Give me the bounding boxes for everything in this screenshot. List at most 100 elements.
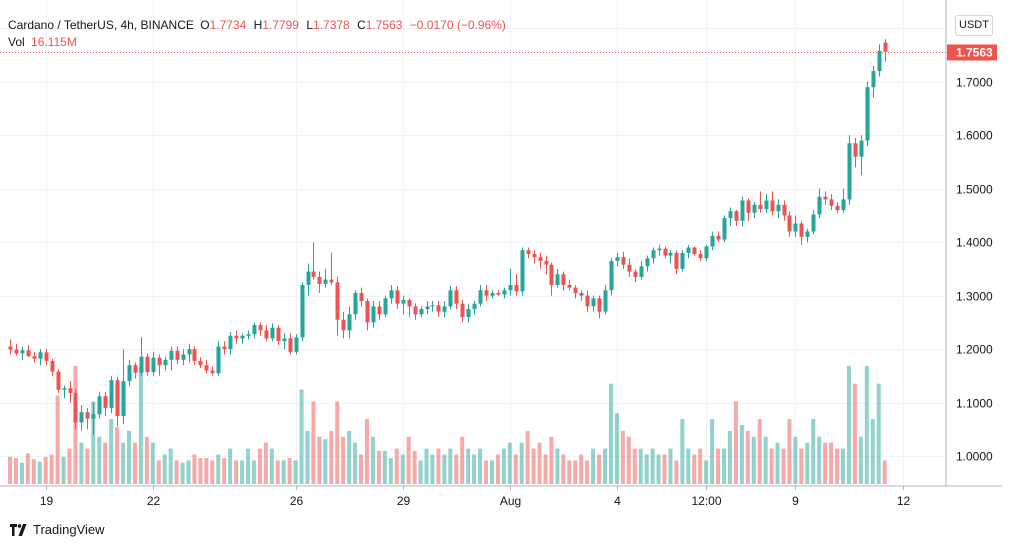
candle-body — [371, 306, 376, 323]
candle-body — [359, 292, 364, 302]
volume-bar — [745, 430, 750, 484]
volume-bars — [8, 366, 887, 484]
symbol-title[interactable]: Cardano / TetherUS, 4h, BINANCE — [8, 18, 194, 32]
candle-body — [383, 298, 388, 315]
candle — [377, 301, 382, 320]
candle-body — [323, 279, 328, 284]
candle-body — [389, 290, 394, 299]
volume-bar — [311, 401, 316, 484]
candle — [109, 375, 114, 414]
candle-body — [73, 392, 78, 423]
candle-body — [425, 306, 430, 310]
volume-bar — [299, 389, 304, 484]
candle-body — [609, 260, 614, 291]
volume-bar — [513, 454, 518, 484]
tradingview-branding[interactable]: TradingView — [10, 522, 105, 537]
candle-body — [306, 271, 311, 285]
volume-bar — [424, 448, 429, 484]
candle-body — [353, 292, 358, 315]
volume-bar — [841, 448, 845, 484]
candle — [663, 246, 668, 259]
volume-bar — [37, 461, 42, 484]
candle-body — [264, 330, 269, 339]
volume-bar — [400, 454, 405, 484]
candle — [538, 252, 543, 269]
volume-bar — [365, 419, 369, 484]
candle-body — [817, 196, 822, 215]
volume-bar — [484, 460, 488, 484]
volume-bar — [793, 436, 798, 484]
volume-bar — [138, 366, 143, 484]
candle-body — [14, 349, 19, 354]
volume-bar — [132, 442, 137, 484]
volume-bar — [49, 454, 54, 484]
axis-labels: 1.80001.70001.60001.50001.40001.30001.20… — [40, 22, 993, 509]
candle — [347, 306, 352, 339]
volume-bar — [668, 448, 673, 484]
volume-bar — [186, 460, 191, 484]
volume-bar — [430, 454, 435, 484]
candle — [282, 333, 287, 350]
candle — [835, 202, 840, 213]
candle-body — [877, 50, 882, 72]
candle — [787, 211, 792, 237]
candle — [20, 346, 25, 360]
candle-body — [407, 299, 412, 307]
volume-bar — [448, 448, 453, 484]
price-tick-label: 1.1000 — [956, 397, 993, 411]
candle-body — [657, 248, 662, 251]
candle — [306, 263, 311, 296]
candle-body — [127, 365, 132, 382]
volume-bar — [704, 460, 709, 484]
candle-body — [579, 292, 584, 296]
candle-body — [847, 143, 852, 200]
volume-bar — [305, 430, 310, 484]
volume-bar — [317, 436, 322, 484]
candle-body — [335, 282, 340, 320]
volume-bar — [763, 436, 768, 484]
candle — [14, 343, 19, 356]
candle — [478, 284, 483, 307]
candle — [26, 344, 31, 358]
candle — [877, 44, 882, 77]
candle-body — [329, 279, 334, 283]
candle-body — [317, 276, 322, 284]
candle — [621, 251, 626, 269]
candle-body — [555, 274, 560, 285]
candle-body — [234, 335, 239, 339]
candle-body — [621, 257, 626, 265]
candle-body — [740, 200, 745, 221]
candle — [413, 303, 418, 320]
candle — [240, 333, 245, 344]
volume-value: 16.115M — [31, 35, 77, 49]
candle-body — [413, 306, 418, 315]
volume-bar — [805, 442, 810, 484]
volume-bar — [858, 436, 863, 484]
candle — [490, 290, 495, 299]
volume-bar — [608, 383, 613, 484]
candle-body — [252, 325, 257, 335]
volume-bar — [168, 448, 173, 484]
candle — [645, 255, 650, 272]
candle — [817, 188, 822, 219]
candle — [204, 359, 209, 374]
candle-body — [97, 396, 102, 415]
volume-bar — [680, 419, 685, 484]
volume-bar — [781, 448, 786, 484]
volume-label[interactable]: Vol — [8, 35, 25, 49]
time-tick-label: 12 — [897, 494, 911, 508]
volume-bar — [335, 401, 340, 484]
open-value: 1.7734 — [209, 18, 247, 32]
time-tick-label: 9 — [792, 494, 799, 508]
candle — [294, 334, 299, 355]
volume-bar — [293, 460, 298, 484]
candle-body — [430, 305, 435, 307]
volume-bar — [727, 430, 732, 484]
candle — [544, 255, 549, 275]
candle — [883, 39, 888, 62]
change-value: −0.0170 (−0.96%) — [409, 18, 506, 32]
currency-button[interactable]: USDT — [955, 15, 993, 36]
candle-body — [365, 301, 370, 323]
volume-bar — [579, 454, 584, 484]
